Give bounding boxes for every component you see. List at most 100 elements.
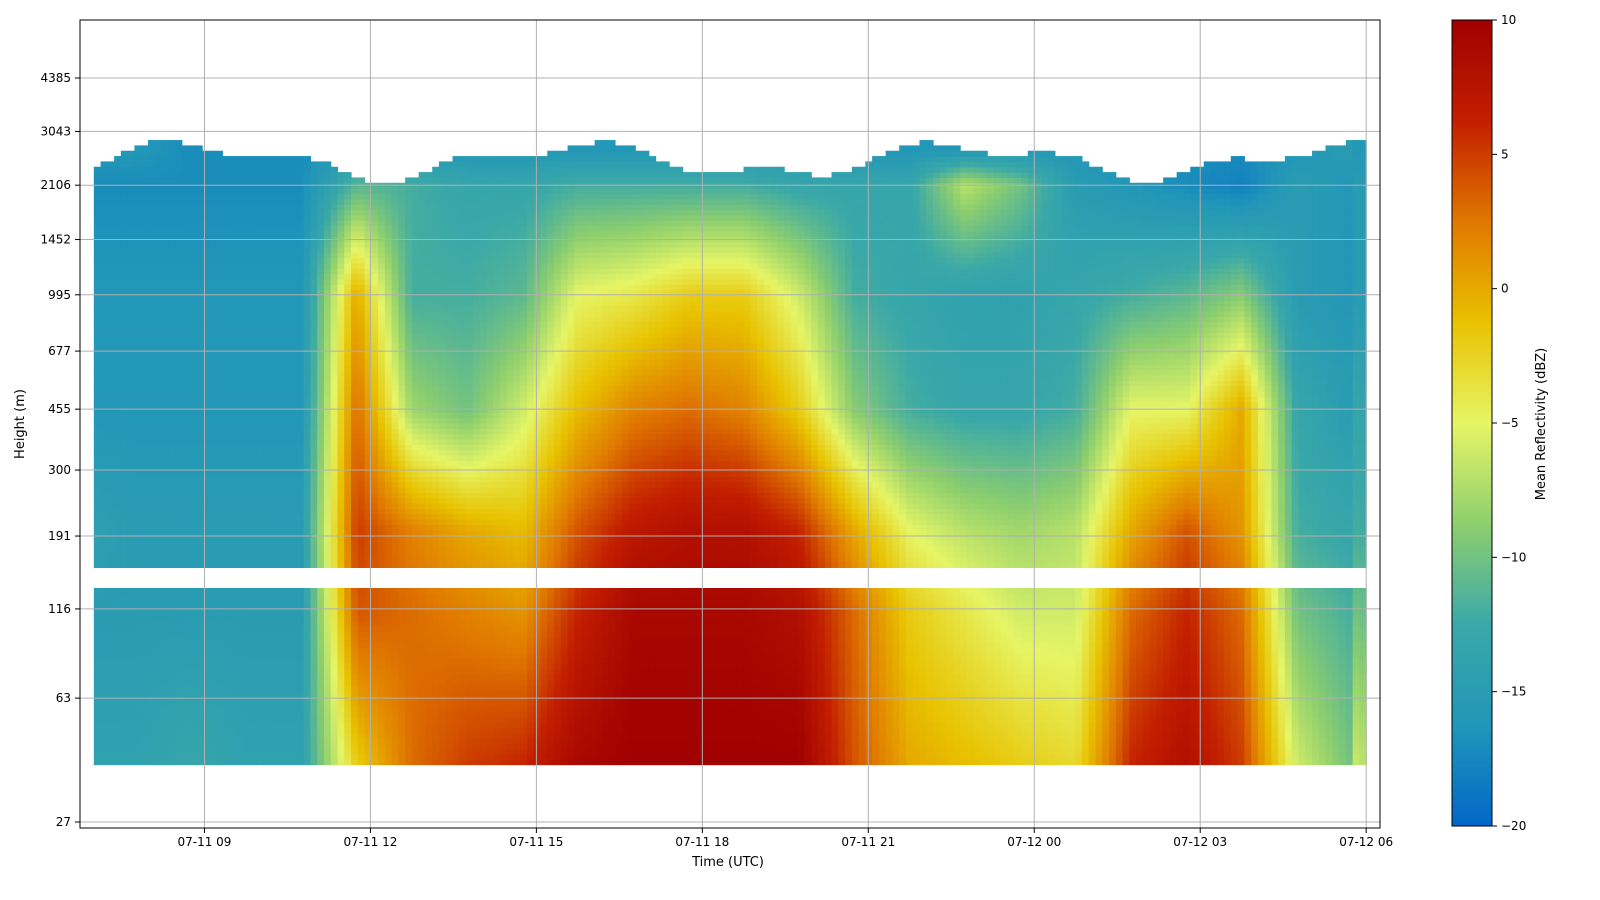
heatmap-cell (1332, 727, 1340, 734)
heatmap-cell (824, 663, 833, 670)
heatmap-cell (804, 721, 812, 728)
heatmap-cell (317, 759, 325, 766)
heatmap-cell (1048, 673, 1056, 680)
heatmap-cell (554, 700, 562, 707)
heatmap-cell (242, 727, 251, 734)
heatmap-cell (398, 727, 406, 734)
heatmap-cell (865, 673, 873, 680)
heatmap-cell (993, 743, 1002, 750)
heatmap-cell (310, 732, 318, 739)
heatmap-cell (425, 679, 433, 686)
heatmap-cell (411, 753, 420, 760)
heatmap-cell (1054, 732, 1063, 739)
heatmap-cell (263, 753, 271, 760)
heatmap-cell (1345, 673, 1354, 680)
heatmap-cell (757, 684, 765, 691)
heatmap-cell (608, 705, 616, 712)
heatmap-cell (554, 727, 562, 734)
heatmap-cell (147, 673, 156, 680)
heatmap-cell (506, 647, 515, 654)
heatmap-cell (628, 716, 636, 723)
heatmap-cell (506, 657, 515, 664)
heatmap-cell (147, 679, 156, 686)
heatmap-cell (215, 700, 224, 707)
heatmap-cell (817, 721, 826, 728)
heatmap-cell (472, 679, 481, 686)
heatmap-cell (303, 663, 311, 670)
heatmap-cell (161, 689, 169, 696)
heatmap-cell (1000, 679, 1009, 686)
heatmap-cell (1312, 753, 1320, 760)
heatmap-cell (1237, 711, 1245, 718)
heatmap-cell (276, 631, 284, 638)
heatmap-cell (398, 657, 406, 664)
heatmap-cell (1156, 705, 1164, 712)
heatmap-cell (1257, 700, 1266, 707)
heatmap-cell (777, 716, 785, 723)
heatmap-cell (479, 743, 487, 750)
heatmap-cell (1142, 652, 1151, 659)
heatmap-cell (770, 705, 778, 712)
heatmap-cell (770, 727, 778, 734)
heatmap-cell (438, 727, 447, 734)
heatmap-cell (452, 625, 460, 632)
heatmap-cell (303, 679, 311, 686)
heatmap-cell (1027, 705, 1036, 712)
heatmap-cell (364, 737, 372, 744)
heatmap-cell (946, 700, 954, 707)
heatmap-cell (811, 716, 819, 723)
heatmap-cell (872, 663, 880, 670)
heatmap-cell (736, 641, 745, 648)
heatmap-cell (513, 620, 521, 627)
heatmap-cell (1176, 748, 1185, 755)
heatmap-cell (499, 727, 508, 734)
heatmap-cell (594, 679, 603, 686)
heatmap-cell (235, 705, 244, 712)
heatmap-cell (614, 679, 623, 686)
heatmap-cell (1230, 636, 1239, 643)
heatmap-cell (215, 679, 224, 686)
heatmap-cell (445, 737, 454, 744)
heatmap-cell (831, 684, 839, 691)
heatmap-cell (1061, 753, 1069, 760)
heatmap-cell (953, 636, 961, 643)
heatmap-cell (1021, 631, 1029, 638)
heatmap-cell (256, 759, 264, 766)
heatmap-cell (1088, 625, 1097, 632)
heatmap-cell (188, 700, 196, 707)
heatmap-cell (1278, 641, 1286, 648)
heatmap-cell (93, 716, 102, 723)
heatmap-cell (181, 631, 190, 638)
heatmap-cell (378, 636, 386, 643)
heatmap-cell (993, 652, 1002, 659)
heatmap-cell (1251, 679, 1259, 686)
heatmap-cell (905, 689, 914, 696)
heatmap-cell (736, 684, 745, 691)
heatmap-cell (459, 641, 467, 648)
heatmap-cell (763, 759, 772, 766)
heatmap-cell (1251, 673, 1259, 680)
heatmap-cell (357, 732, 366, 739)
heatmap-cell (614, 625, 623, 632)
heatmap-cell (960, 753, 968, 760)
heatmap-cell (1237, 753, 1245, 760)
heatmap-cell (567, 700, 575, 707)
heatmap-cell (804, 700, 812, 707)
heatmap-cell (1190, 689, 1198, 696)
heatmap-cell (208, 679, 217, 686)
heatmap-cell (1156, 657, 1164, 664)
heatmap-cell (1054, 641, 1063, 648)
heatmap-cell (486, 679, 494, 686)
heatmap-cell (1007, 737, 1015, 744)
heatmap-cell (526, 689, 535, 696)
heatmap-cell (662, 753, 670, 760)
heatmap-cell (1278, 679, 1286, 686)
heatmap-cell (621, 737, 630, 744)
heatmap-cell (533, 700, 542, 707)
heatmap-cell (1054, 631, 1063, 638)
heatmap-cell (1352, 737, 1360, 744)
heatmap-cell (1230, 716, 1239, 723)
heatmap-cell (1122, 679, 1130, 686)
heatmap-cell (824, 631, 833, 638)
heatmap-cell (276, 647, 284, 654)
